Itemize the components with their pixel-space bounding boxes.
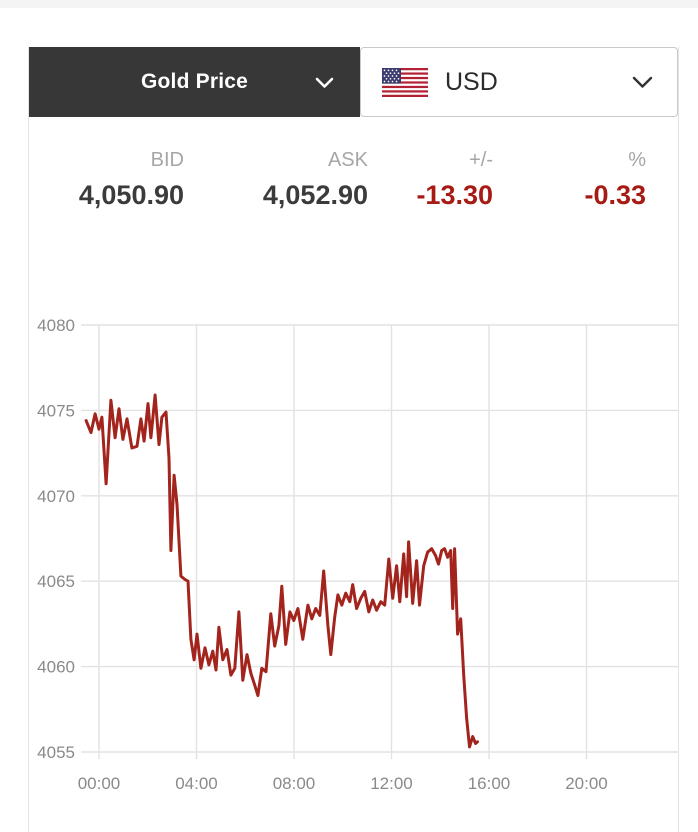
currency-select-dropdown[interactable]: USD (360, 47, 678, 117)
metal-select-label: Gold Price (140, 70, 249, 93)
x-axis-label: 04:00 (175, 774, 218, 793)
y-axis-label: 4060 (37, 658, 75, 677)
y-axis-label: 4075 (37, 401, 75, 420)
chevron-down-icon (632, 76, 653, 89)
top-strip (0, 0, 698, 8)
y-axis-label: 4080 (37, 316, 75, 335)
stat-bid: BID 4,050.90 (29, 149, 184, 211)
chevron-down-icon (315, 76, 334, 94)
y-axis-label: 4070 (37, 487, 75, 506)
stat-change-value: -13.30 (416, 180, 493, 210)
x-axis-label: 16:00 (468, 774, 511, 793)
stat-change-label: +/- (469, 149, 493, 171)
x-axis-label: 20:00 (565, 774, 608, 793)
stat-bid-value: 4,050.90 (78, 180, 184, 210)
metal-select-dropdown[interactable]: Gold Price (29, 47, 360, 117)
x-axis-label: 00:00 (78, 774, 121, 793)
selector-row: Gold Price (29, 47, 678, 117)
stat-ask: ASK 4,052.90 (184, 149, 368, 211)
stat-percent: % -0.33 (493, 149, 646, 211)
stats-row: BID 4,050.90 ASK 4,052.90 +/- -13.30% -0.33 (29, 149, 678, 211)
gold-price-widget: Gold Price (28, 47, 679, 832)
stat-bid-label: BID (150, 149, 184, 171)
us-flag-icon (382, 67, 428, 97)
x-axis-label: 08:00 (273, 774, 316, 793)
x-axis-label: 12:00 (370, 774, 413, 793)
stat-change: +/- -13.30 (368, 149, 493, 211)
y-axis-label: 4055 (37, 743, 75, 762)
y-axis-label: 4065 (37, 572, 75, 591)
stat-ask-value: 4,052.90 (262, 180, 368, 210)
stat-percent-value: -0.33 (584, 180, 646, 210)
currency-select-label: USD (445, 67, 498, 96)
stat-percent-label: % (628, 149, 646, 171)
stat-ask-label: ASK (327, 149, 368, 171)
price-line (84, 393, 479, 749)
